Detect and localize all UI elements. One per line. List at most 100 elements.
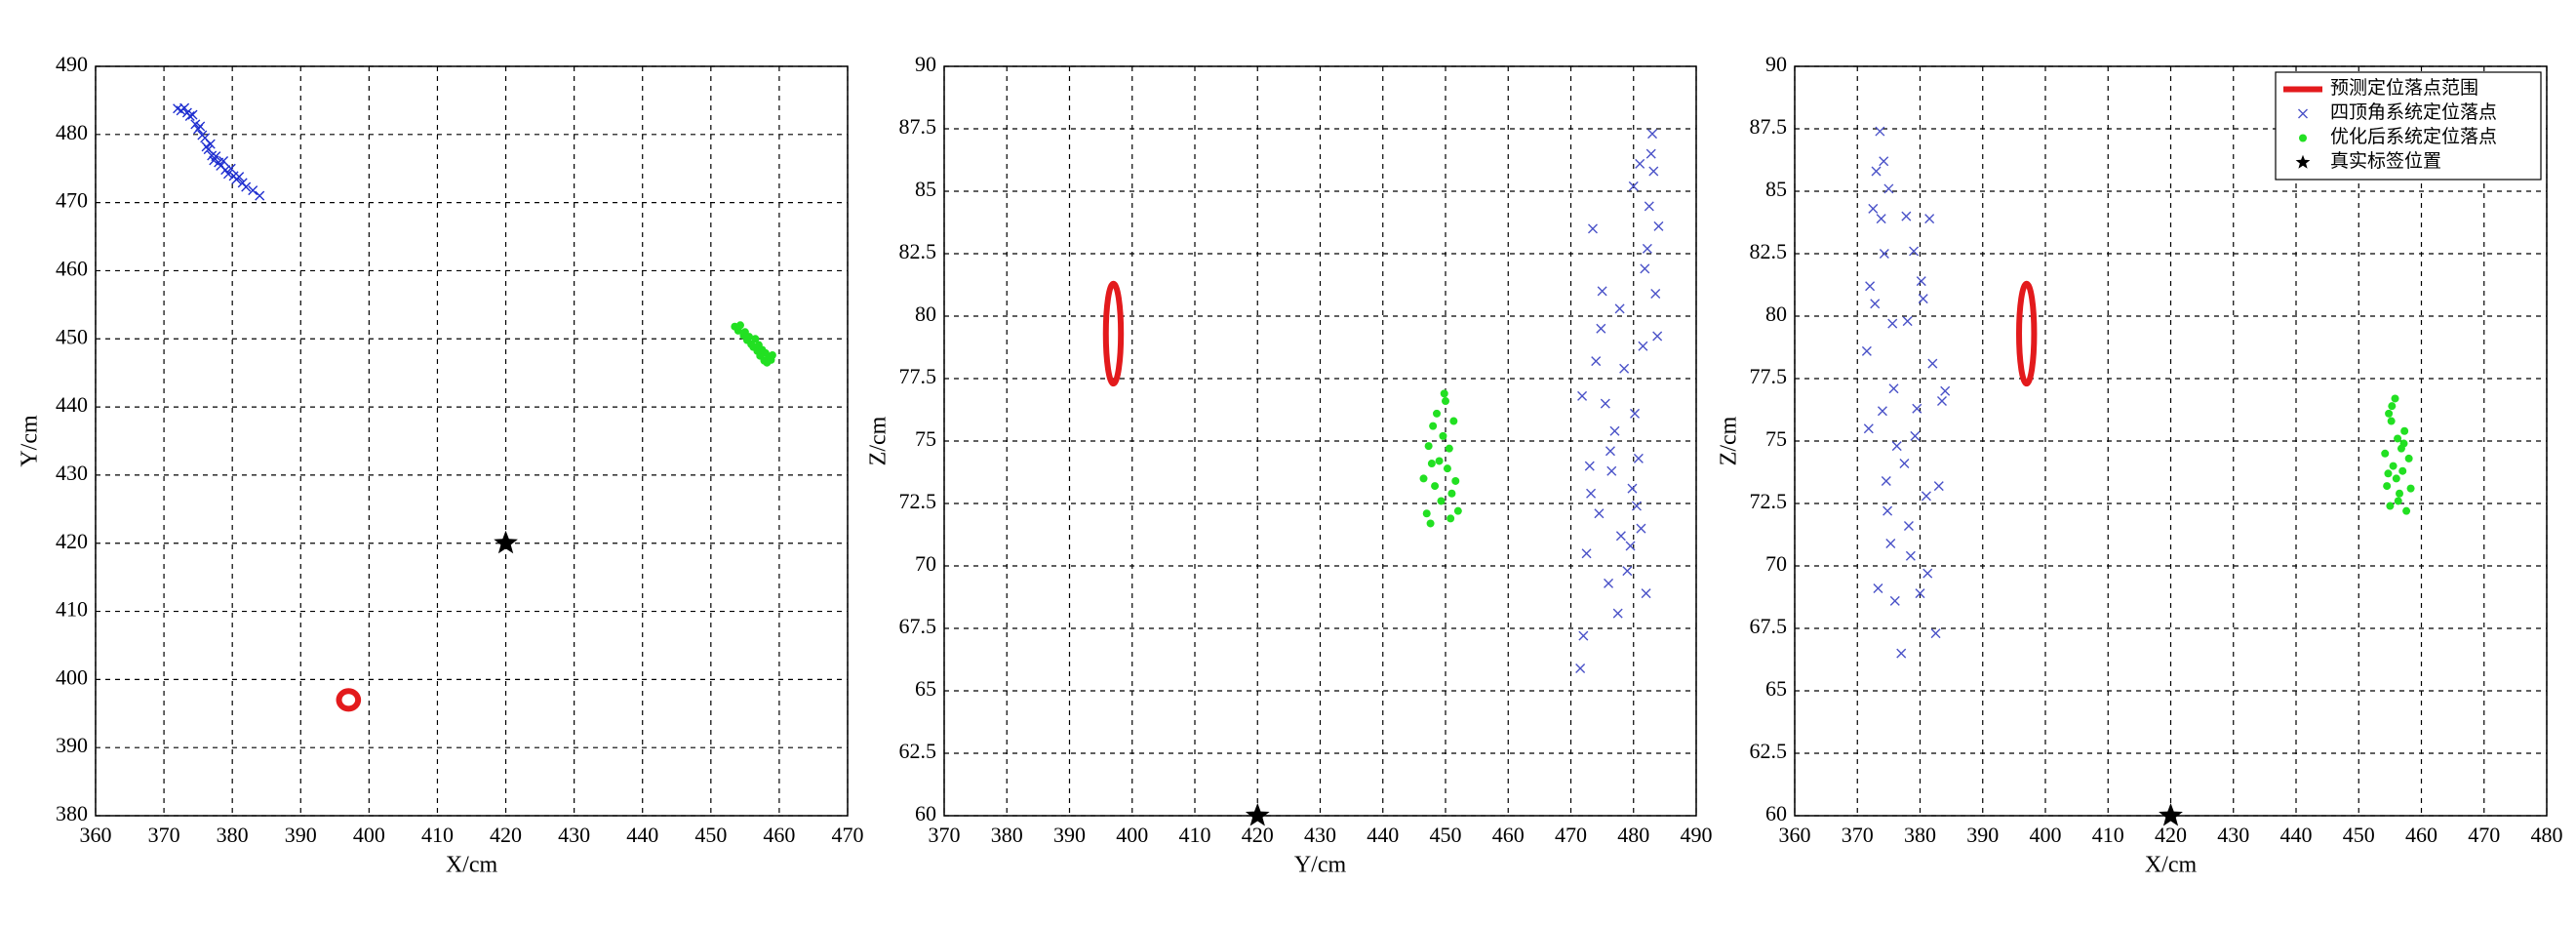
- x-marker: [225, 163, 236, 174]
- dot-marker: [2389, 462, 2398, 470]
- dot-marker: [1447, 514, 1455, 523]
- x-marker: [1635, 158, 1645, 169]
- x-tick-label: 480: [1617, 823, 1649, 847]
- x-marker: [218, 156, 229, 167]
- x-tick-label: 430: [1304, 823, 1336, 847]
- x-marker: [1883, 183, 1894, 194]
- star-marker: [2295, 154, 2311, 169]
- x-marker: [1936, 396, 1947, 407]
- x-marker: [184, 110, 195, 121]
- dot-marker: [1419, 474, 1428, 483]
- dot-marker: [1437, 497, 1446, 505]
- x-marker: [1619, 363, 1630, 374]
- y-tick-label: 420: [56, 529, 88, 553]
- x-marker: [1876, 214, 1886, 224]
- dot-marker: [1426, 519, 1435, 528]
- dot-marker: [1453, 506, 1462, 515]
- plot-area: [96, 66, 848, 816]
- y-tick-label: 65: [1765, 676, 1787, 701]
- y-tick-label: 400: [56, 664, 88, 689]
- x-marker: [1645, 148, 1656, 159]
- dot-marker: [768, 351, 776, 360]
- x-marker: [1922, 568, 1933, 579]
- x-marker: [1578, 630, 1589, 641]
- x-tick-label: 470: [2468, 823, 2500, 847]
- x-marker: [1587, 223, 1598, 234]
- y-tick-label: 480: [56, 120, 88, 144]
- dot-marker: [2383, 482, 2392, 491]
- dot-marker: [1429, 422, 1438, 430]
- x-marker: [1594, 508, 1605, 519]
- y-tick-label: 80: [1765, 302, 1787, 326]
- dot-marker: [2404, 454, 2413, 462]
- x-marker: [1901, 211, 1912, 221]
- dot-marker: [1431, 482, 1440, 491]
- x-marker: [1888, 383, 1899, 394]
- dot-marker: [2385, 409, 2394, 418]
- x-marker: [1879, 249, 1889, 259]
- x-tick-label: 430: [2217, 823, 2249, 847]
- x-tick-label: 400: [2030, 823, 2062, 847]
- y-axis-label: Z/cm: [866, 416, 892, 465]
- x-tick-label: 450: [694, 823, 727, 847]
- x-marker: [1622, 566, 1633, 577]
- x-marker: [1873, 583, 1883, 594]
- x-marker: [1940, 385, 1951, 396]
- x-marker: [1606, 465, 1617, 476]
- x-marker: [1600, 398, 1610, 409]
- x-marker: [1627, 483, 1638, 494]
- x-tick-label: 400: [353, 823, 385, 847]
- x-marker: [1614, 303, 1625, 314]
- range-ellipse: [1102, 280, 1125, 387]
- y-tick-label: 85: [915, 177, 936, 201]
- y-tick-label: 87.5: [1750, 114, 1788, 139]
- dot-marker: [2391, 394, 2399, 403]
- x-tick-label: 410: [421, 823, 454, 847]
- y-tick-label: 460: [56, 257, 88, 281]
- dot-marker: [2299, 134, 2307, 142]
- x-marker: [1648, 166, 1659, 177]
- dot-marker: [1443, 464, 1451, 473]
- x-marker: [1865, 281, 1876, 292]
- dot-marker: [1451, 476, 1460, 485]
- legend-label: 真实标签位置: [2330, 150, 2441, 172]
- x-axis-label: X/cm: [446, 853, 498, 878]
- x-marker: [1930, 628, 1941, 639]
- dot-marker: [2399, 439, 2408, 448]
- x-marker: [1591, 356, 1602, 367]
- x-marker: [195, 121, 206, 132]
- x-marker: [1625, 541, 1636, 551]
- x-marker: [1631, 501, 1642, 511]
- legend-label: 四顶角系统定位落点: [2330, 101, 2497, 123]
- x-marker: [1870, 299, 1881, 309]
- dot-marker: [1435, 457, 1444, 465]
- y-tick-label: 430: [56, 461, 88, 485]
- y-axis-label: Y/cm: [18, 415, 43, 467]
- dot-marker: [745, 333, 754, 342]
- x-marker: [1633, 453, 1644, 463]
- x-marker: [1875, 126, 1885, 137]
- y-tick-label: 60: [915, 801, 936, 825]
- x-tick-label: 370: [1842, 823, 1874, 847]
- dot-marker: [735, 321, 744, 330]
- y-tick-label: 87.5: [899, 114, 937, 139]
- x-marker: [179, 102, 190, 113]
- x-marker: [241, 181, 252, 192]
- x-marker: [1863, 423, 1874, 434]
- y-tick-label: 77.5: [1750, 364, 1788, 388]
- dot-marker: [1449, 417, 1458, 425]
- dot-marker: [2388, 402, 2397, 411]
- x-marker: [1652, 331, 1663, 342]
- dot-marker: [2386, 502, 2395, 510]
- x-marker: [1612, 608, 1623, 619]
- x-marker: [1604, 578, 1614, 588]
- x-marker: [255, 190, 265, 201]
- y-tick-label: 80: [915, 302, 936, 326]
- x-marker: [1609, 425, 1620, 436]
- x-tick-label: 370: [148, 823, 180, 847]
- range-ellipse: [2016, 280, 2038, 387]
- dot-marker: [2402, 506, 2411, 515]
- x-tick-label: 450: [1430, 823, 1462, 847]
